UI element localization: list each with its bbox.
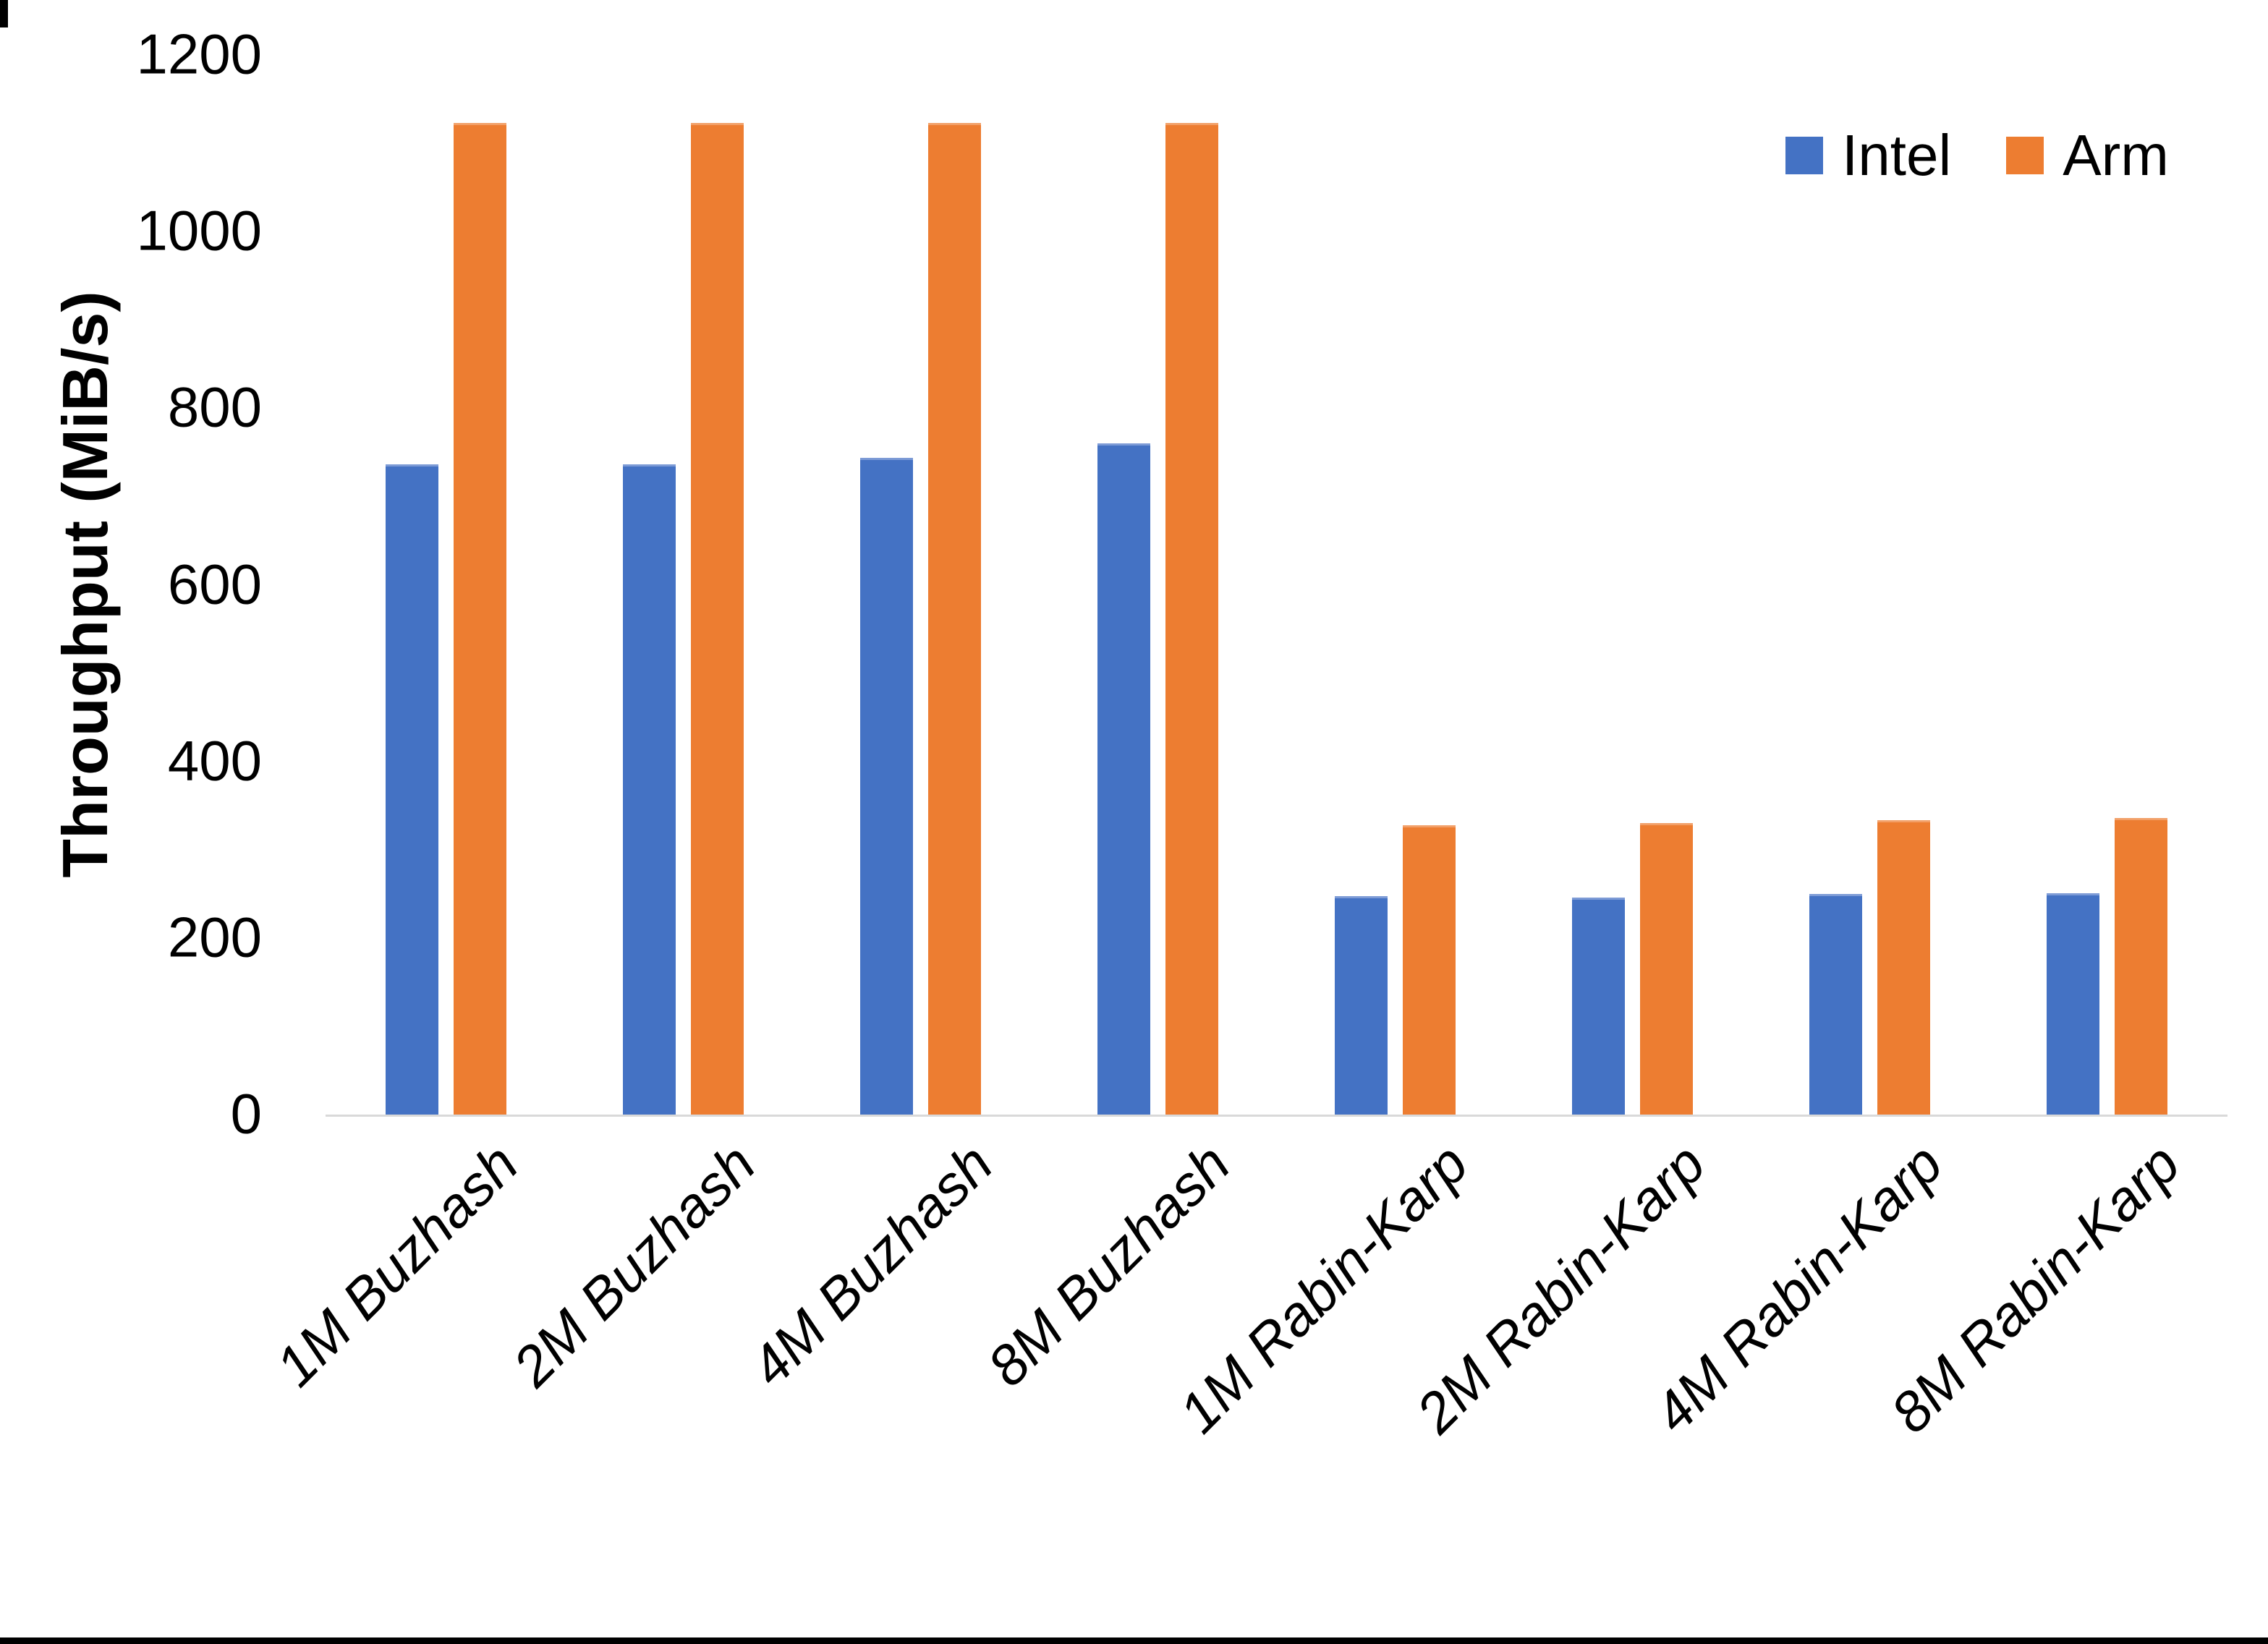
y-tick-label-600: 600 bbox=[167, 551, 262, 616]
legend: Intel Arm bbox=[1785, 127, 2169, 184]
legend-item-arm: Arm bbox=[2006, 127, 2169, 184]
legend-swatch-intel bbox=[1785, 137, 1823, 174]
bar-arm-8m-buzhash bbox=[1165, 123, 1218, 1115]
bar-intel-8m-rabin-karp bbox=[2047, 893, 2100, 1115]
legend-swatch-arm bbox=[2006, 137, 2044, 174]
bar-group-4m-buzhash bbox=[802, 55, 1039, 1115]
legend-label-intel: Intel bbox=[1842, 123, 1952, 187]
bar-arm-1m-rabin-karp bbox=[1403, 825, 1456, 1115]
bar-intel-4m-rabin-karp bbox=[1809, 893, 1863, 1115]
bar-arm-4m-rabin-karp bbox=[1877, 820, 1931, 1115]
bar-arm-4m-buzhash bbox=[927, 123, 981, 1115]
bar-group-1m-rabin-karp bbox=[1277, 55, 1514, 1115]
bar-group-1m-buzhash bbox=[327, 55, 564, 1115]
bar-groups bbox=[327, 55, 2226, 1115]
bar-intel-1m-buzhash bbox=[385, 464, 438, 1115]
y-tick-label-1000: 1000 bbox=[136, 198, 262, 263]
x-axis-line bbox=[326, 1115, 2227, 1117]
y-tick-label-800: 800 bbox=[167, 375, 262, 439]
bar-intel-2m-buzhash bbox=[622, 464, 676, 1115]
y-tick-label-1200: 1200 bbox=[136, 22, 262, 86]
bar-group-2m-rabin-karp bbox=[1514, 55, 1751, 1115]
bar-arm-2m-rabin-karp bbox=[1640, 823, 1694, 1115]
screen-edge-artifact bbox=[0, 0, 8, 27]
bar-group-2m-buzhash bbox=[564, 55, 802, 1115]
x-axis-label-8m-buzhash: 8M Buzhash bbox=[975, 1131, 1243, 1399]
bottom-border bbox=[0, 1637, 2268, 1644]
bar-arm-2m-buzhash bbox=[690, 123, 744, 1115]
bar-intel-4m-buzhash bbox=[859, 457, 913, 1115]
y-tick-label-200: 200 bbox=[167, 905, 262, 969]
bar-group-8m-rabin-karp bbox=[1989, 55, 2226, 1115]
bar-arm-1m-buzhash bbox=[453, 123, 506, 1115]
bar-intel-2m-rabin-karp bbox=[1572, 897, 1626, 1115]
x-axis-label-1m-buzhash: 1M Buzhash bbox=[263, 1131, 530, 1399]
bar-group-4m-rabin-karp bbox=[1751, 55, 1989, 1115]
bar-intel-8m-buzhash bbox=[1097, 443, 1150, 1115]
y-tick-label-400: 400 bbox=[167, 728, 262, 793]
x-axis-label-2m-buzhash: 2M Buzhash bbox=[501, 1131, 768, 1399]
bar-arm-8m-rabin-karp bbox=[2115, 817, 2168, 1115]
bar-group-8m-buzhash bbox=[1039, 55, 1276, 1115]
x-axis-label-4m-buzhash: 4M Buzhash bbox=[738, 1131, 1006, 1399]
y-tick-label-0: 0 bbox=[230, 1081, 262, 1146]
legend-item-intel: Intel bbox=[1785, 127, 1951, 184]
bar-intel-1m-rabin-karp bbox=[1335, 896, 1388, 1115]
plot-area bbox=[326, 55, 2227, 1117]
legend-label-arm: Arm bbox=[2063, 123, 2169, 187]
